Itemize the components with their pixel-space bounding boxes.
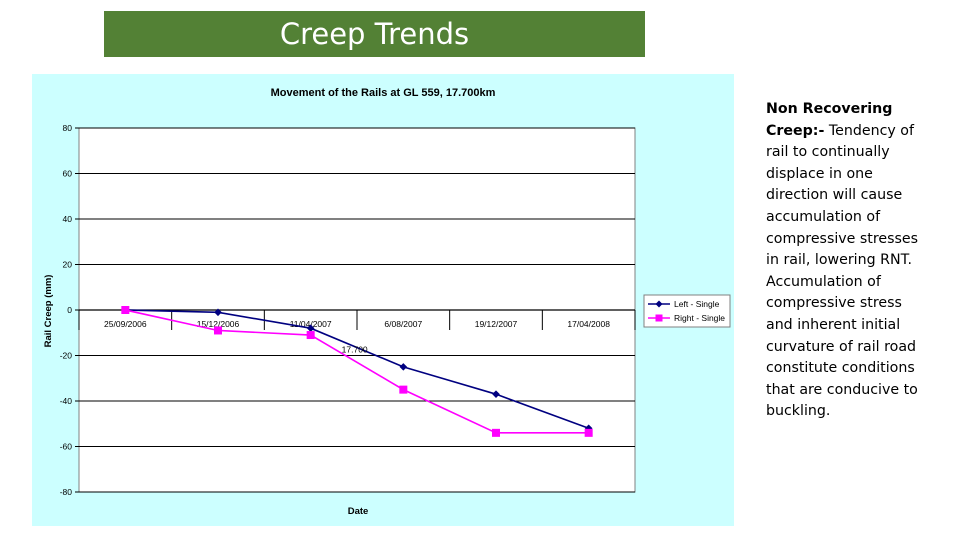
legend-marker [655, 300, 663, 308]
y-tick-label: -60 [60, 442, 73, 452]
y-tick-label: -80 [60, 487, 73, 497]
data-point [492, 390, 500, 398]
data-point [214, 308, 222, 317]
paragraph-lead: Non Recovering Creep:- [766, 101, 893, 139]
x-tick-label: 19/12/2007 [475, 319, 518, 329]
x-tick-label: 15/12/2006 [197, 319, 240, 329]
x-tick-label: 6/08/2007 [384, 319, 422, 329]
x-axis-label: Date [348, 506, 369, 517]
legend-box [643, 294, 731, 328]
y-tick-label: 40 [63, 214, 73, 224]
paragraph-body: Tendency of rail to continually displace… [766, 122, 919, 420]
series-line-2 [125, 309, 589, 434]
data-point [306, 324, 315, 332]
series-line-1 [125, 309, 589, 430]
y-tick-label: 60 [63, 169, 73, 179]
y-tick-label: 80 [63, 123, 73, 133]
data-point [306, 331, 315, 340]
data-point [492, 428, 500, 437]
legend-marker [655, 314, 663, 322]
y-tick-label: 0 [67, 305, 72, 315]
x-tick-label: 25/09/2006 [104, 319, 147, 329]
y-tick-label: -20 [60, 351, 73, 361]
x-tick-label: 11/04/2007 [290, 319, 332, 329]
chart-annotation: 17.700 [342, 345, 368, 355]
data-point [214, 326, 222, 335]
data-point [399, 385, 408, 394]
data-point [584, 428, 593, 437]
legend-label: Right - Single [674, 313, 725, 323]
data-point [121, 306, 130, 314]
data-point [399, 363, 408, 371]
slide-title: Creep Trends [104, 11, 645, 57]
y-tick-label: -40 [60, 396, 73, 406]
y-tick-label: 20 [63, 260, 73, 270]
description-paragraph: Non Recovering Creep:- Tendency of rail … [766, 99, 926, 423]
chart-panel: Movement of the Rails at GL 559, 17.700k… [32, 74, 734, 526]
creep-line-chart: Movement of the Rails at GL 559, 17.700k… [43, 87, 731, 517]
chart-title: Movement of the Rails at GL 559, 17.700k… [271, 87, 496, 99]
x-tick-label: 17/04/2008 [567, 319, 610, 329]
legend-label: Left - Single [674, 299, 720, 309]
y-axis-label: Rail Creep (mm) [43, 275, 54, 348]
